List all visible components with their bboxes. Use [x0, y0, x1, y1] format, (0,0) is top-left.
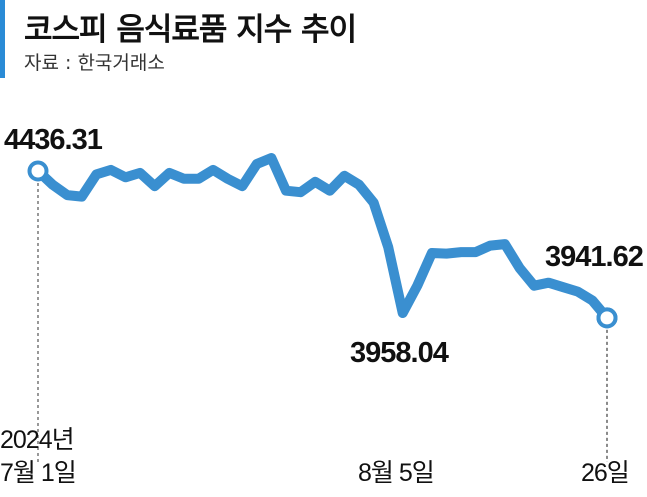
date-guides	[37, 183, 608, 462]
end-value-label: 3941.62	[545, 241, 643, 273]
title-accent-bar	[0, 0, 5, 78]
start-value-label: 4436.31	[4, 124, 103, 156]
low-value-label: 3958.04	[350, 337, 449, 369]
source-note: 자료 : 한국거래소	[24, 52, 165, 74]
low-date-label: 8월 5일	[358, 459, 434, 487]
end-point-marker	[596, 307, 618, 329]
highlight-markers	[27, 160, 618, 329]
start-year-label: 2024년	[0, 426, 74, 454]
end-date-label: 26일	[581, 459, 629, 487]
chart-title: 코스피 음식료품 지수 추이	[24, 12, 357, 48]
series-line	[33, 153, 612, 323]
start-date-label: 7월 1일	[0, 459, 76, 487]
start-point-marker	[27, 160, 49, 182]
